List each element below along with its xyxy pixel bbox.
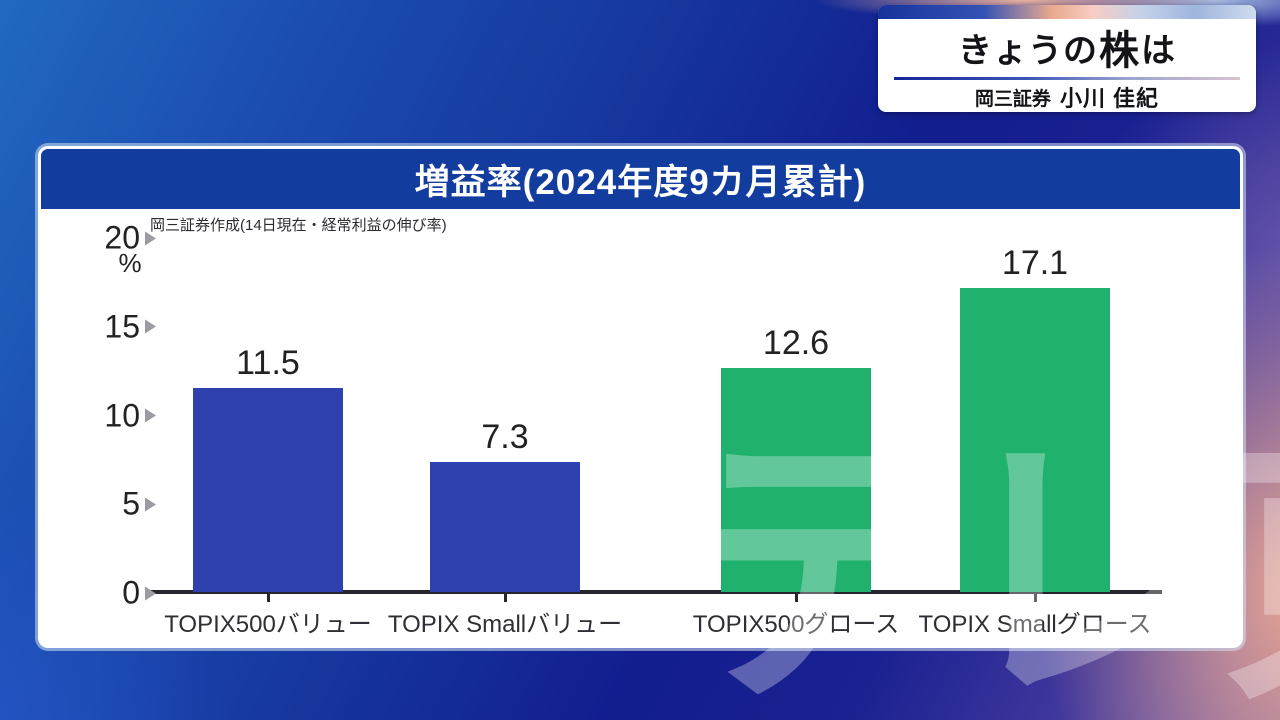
bar-chart: 0 5 10 15 20 11.5 TOPIX500バリュー 7.3 TOPIX Smallバリ…: [38, 146, 1243, 648]
y-tick-arrow-icon: [145, 497, 156, 512]
chart-panel: 増益率(2024年度9カ月累計) 岡三証券作成(14日現在・経常利益の伸び率) …: [38, 146, 1243, 648]
chart-source-note: 岡三証券作成(14日現在・経常利益の伸び率): [150, 217, 447, 234]
category-label: TOPIX500グロース: [692, 611, 900, 638]
program-title-emphasis: 株: [1099, 29, 1140, 73]
bar-value-label: 17.1: [1001, 244, 1069, 282]
x-axis-tick: [1034, 594, 1037, 602]
y-tick-label: 0: [122, 574, 140, 611]
bar: [721, 368, 871, 592]
program-title-prefix: きょうの: [958, 31, 1098, 70]
category-label: TOPIX500バリュー: [164, 611, 372, 638]
category-label: TOPIX Smallグロース: [918, 611, 1152, 638]
y-tick-arrow-icon: [145, 231, 156, 245]
x-axis-line: [148, 590, 1162, 594]
chart-title-bar: 増益率(2024年度9カ月累計): [41, 149, 1240, 209]
y-tick: 10: [68, 397, 156, 434]
program-title: きょうの株は: [878, 21, 1256, 73]
y-tick-label: 15: [104, 308, 140, 345]
y-tick-label: 10: [104, 397, 140, 433]
y-tick: 15: [68, 308, 156, 345]
header-gradient-stripe: [878, 5, 1256, 19]
x-axis-tick: [267, 594, 270, 602]
y-tick-label: 20: [104, 219, 140, 256]
header-divider-line: [894, 77, 1240, 80]
guest-company: 岡三証券: [974, 88, 1051, 110]
y-tick-arrow-icon: [145, 586, 156, 600]
category-label: TOPIX Smallバリュー: [387, 611, 623, 638]
bar: [430, 462, 580, 592]
x-axis-tick: [504, 594, 507, 602]
y-tick-arrow-icon: [145, 319, 156, 334]
chart-title: 増益率(2024年度9カ月累計): [414, 162, 867, 202]
y-tick: 0: [68, 575, 156, 612]
program-header: きょうの株は 岡三証券 小川 佳紀: [878, 5, 1256, 112]
program-title-suffix: は: [1141, 31, 1176, 70]
y-tick-arrow-icon: [145, 408, 156, 423]
guest-caption: 岡三証券 小川 佳紀: [878, 83, 1256, 111]
guest-name: 小川 佳紀: [1059, 86, 1160, 111]
y-tick-label: 5: [122, 485, 140, 522]
x-axis-tick: [795, 594, 798, 602]
bar-value-label: 11.5: [236, 344, 300, 382]
bar: [960, 288, 1110, 592]
bar: [193, 388, 343, 592]
bar-value-label: 7.3: [481, 418, 529, 456]
y-tick: 5: [68, 486, 156, 523]
bar-value-label: 12.6: [762, 324, 830, 362]
y-tick: 20: [68, 220, 156, 257]
y-axis-unit-label: %: [118, 248, 142, 278]
